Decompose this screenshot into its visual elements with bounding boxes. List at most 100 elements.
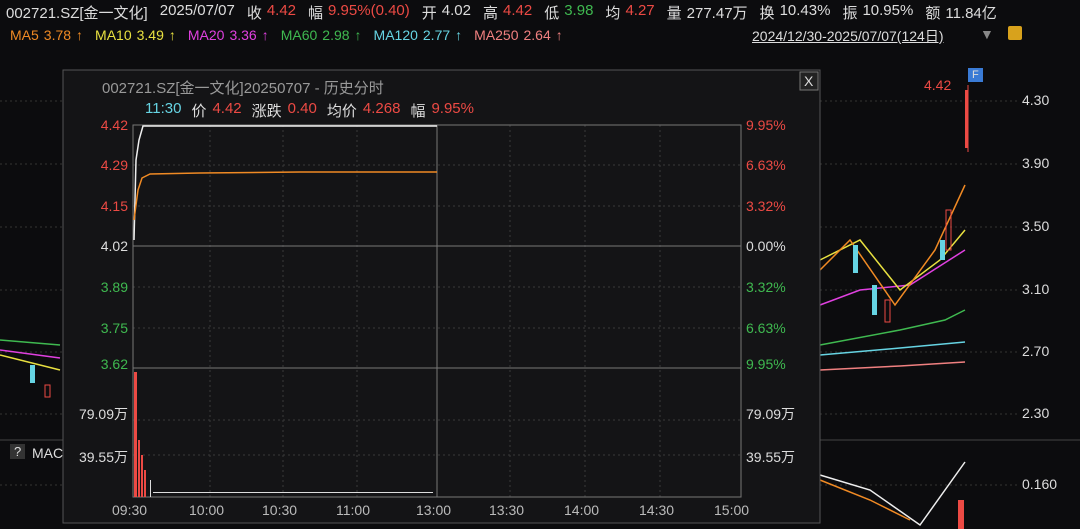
info-value: 9.95%: [431, 100, 474, 117]
quote-field: 均 4.27: [605, 2, 654, 23]
axis-label: 3.10: [1022, 281, 1050, 297]
ma-item: MA10 3.49 ↑: [95, 27, 176, 43]
popup-title: 002721.SZ[金一文化]20250707 - 历史分时: [102, 80, 384, 97]
volume-label: 79.09万: [78, 406, 128, 422]
field-value: 9.95%(0.40): [328, 2, 410, 19]
time-label: 10:00: [189, 502, 225, 518]
info-item: 幅 9.95%: [410, 100, 474, 121]
ma-item: MA60 2.98 ↑: [281, 27, 362, 43]
ma-value: 3.36: [229, 27, 257, 43]
price-label: 3.75: [100, 320, 128, 336]
time-label: 13:00: [416, 502, 452, 518]
price-label: 4.42: [100, 117, 128, 133]
ma-item: MA250 2.64 ↑: [474, 27, 563, 43]
info-value: 4.268: [362, 100, 401, 117]
field-label: 均: [605, 5, 621, 22]
time-label: 15:00: [714, 502, 750, 518]
field-label: 量: [666, 5, 682, 22]
ma-name: MA20: [187, 27, 225, 43]
price-label: 4.02: [100, 238, 128, 254]
info-label: 价: [191, 103, 207, 120]
date-range[interactable]: 2024/12/30-2025/07/07(124日): [752, 28, 944, 44]
field-value: 4.02: [441, 2, 471, 19]
price-label: 4.29: [100, 157, 128, 173]
ma-item: MA20 3.36 ↑: [188, 27, 269, 43]
price-label: 3.62: [100, 356, 128, 372]
info-item: 11:30: [145, 100, 181, 121]
volume-label: 79.09万: [746, 406, 796, 422]
quote-field: 量 277.47万: [667, 2, 748, 23]
lock-icon[interactable]: [1008, 26, 1022, 40]
help-button[interactable]: ?: [10, 444, 26, 459]
pct-label: 6.63%: [746, 157, 786, 173]
ma-name: MA10: [95, 27, 132, 43]
ma-name: MA250: [474, 27, 519, 43]
quote-field: 收 4.42: [247, 2, 296, 23]
field-value: 4.42: [503, 2, 533, 19]
info-label: 涨跌: [251, 103, 282, 120]
quote-field: 额 11.84亿: [925, 2, 996, 23]
quote-date: 2025/07/07: [159, 2, 235, 19]
field-value: 3.98: [564, 2, 594, 19]
info-label: 均价: [326, 103, 357, 120]
quote-field: 换 10.43%: [760, 2, 831, 23]
field-value: 10.95%: [862, 2, 914, 19]
last-price: 4.42: [924, 77, 952, 93]
info-label: 11:30: [145, 100, 182, 117]
axis-label: 2.70: [1022, 343, 1050, 359]
field-value: 4.42: [266, 2, 297, 19]
quote-field: 高 4.42: [483, 2, 532, 23]
time-label: 14:30: [639, 502, 675, 518]
ma-arrow: ↑: [354, 27, 362, 43]
field-label: 收: [246, 5, 262, 22]
time-label: 09:30: [112, 502, 148, 518]
field-label: 低: [544, 5, 560, 22]
quote-field: 低 3.98: [544, 2, 593, 23]
pct-label: 3.32%: [746, 279, 786, 295]
field-value: 10.43%: [779, 2, 831, 19]
ma-arrow: ↑: [76, 27, 84, 43]
quote-field: 幅 9.95%(0.40): [308, 2, 410, 23]
flag-icon: F: [968, 68, 983, 82]
time-label: 11:00: [336, 502, 370, 518]
pct-label: 3.32%: [746, 198, 786, 214]
ma-value: 2.98: [322, 27, 350, 43]
ma-arrow: ↑: [261, 27, 269, 43]
quote-field: 开 4.02: [422, 2, 471, 23]
ma-value: 2.64: [523, 27, 551, 43]
ma-arrow: ↑: [168, 27, 176, 43]
ma-value: 2.77: [422, 27, 451, 43]
field-value: 4.27: [625, 2, 655, 19]
ma-row: MA5 3.78 ↑ MA10 3.49 ↑ MA20 3.36 ↑ MA60 2.98 ↑ MA120…: [10, 27, 563, 43]
axis-label: 2.30: [1022, 405, 1050, 421]
time-label: 13:30: [489, 502, 525, 518]
volume-label: 39.55万: [746, 449, 796, 465]
time-label: 14:00: [564, 502, 600, 518]
ma-name: MA5: [10, 27, 39, 43]
axis-label: 3.50: [1022, 218, 1050, 234]
ma-name: MA60: [280, 27, 318, 43]
axis-label: 4.30: [1022, 92, 1050, 108]
pct-label: 9.95%: [746, 117, 786, 133]
time-label: 10:30: [262, 502, 298, 518]
price-label: 4.15: [100, 198, 128, 214]
dropdown[interactable]: ▼: [980, 26, 994, 42]
field-label: 幅: [308, 5, 324, 22]
info-item: 价 4.42: [191, 100, 241, 121]
stock-code: 002721.SZ[金一文化]: [6, 5, 148, 22]
volume-label: 39.55万: [78, 449, 128, 465]
ma-value: 3.78: [43, 27, 72, 43]
field-label: 开: [421, 5, 437, 22]
info-label: 幅: [410, 103, 426, 120]
pct-label: 9.95%: [746, 356, 786, 372]
popup-info: 11:30 价 4.42 涨跌 0.40 均价 4.268 幅 9.95%: [145, 100, 474, 121]
close-button[interactable]: X: [804, 73, 814, 89]
field-value: 277.47万: [686, 5, 748, 22]
field-label: 额: [925, 5, 941, 22]
field-value: 11.84亿: [945, 5, 997, 22]
price-label: 3.89: [100, 279, 128, 295]
field-label: 振: [842, 5, 858, 22]
ma-item: MA5 3.78 ↑: [10, 27, 83, 43]
